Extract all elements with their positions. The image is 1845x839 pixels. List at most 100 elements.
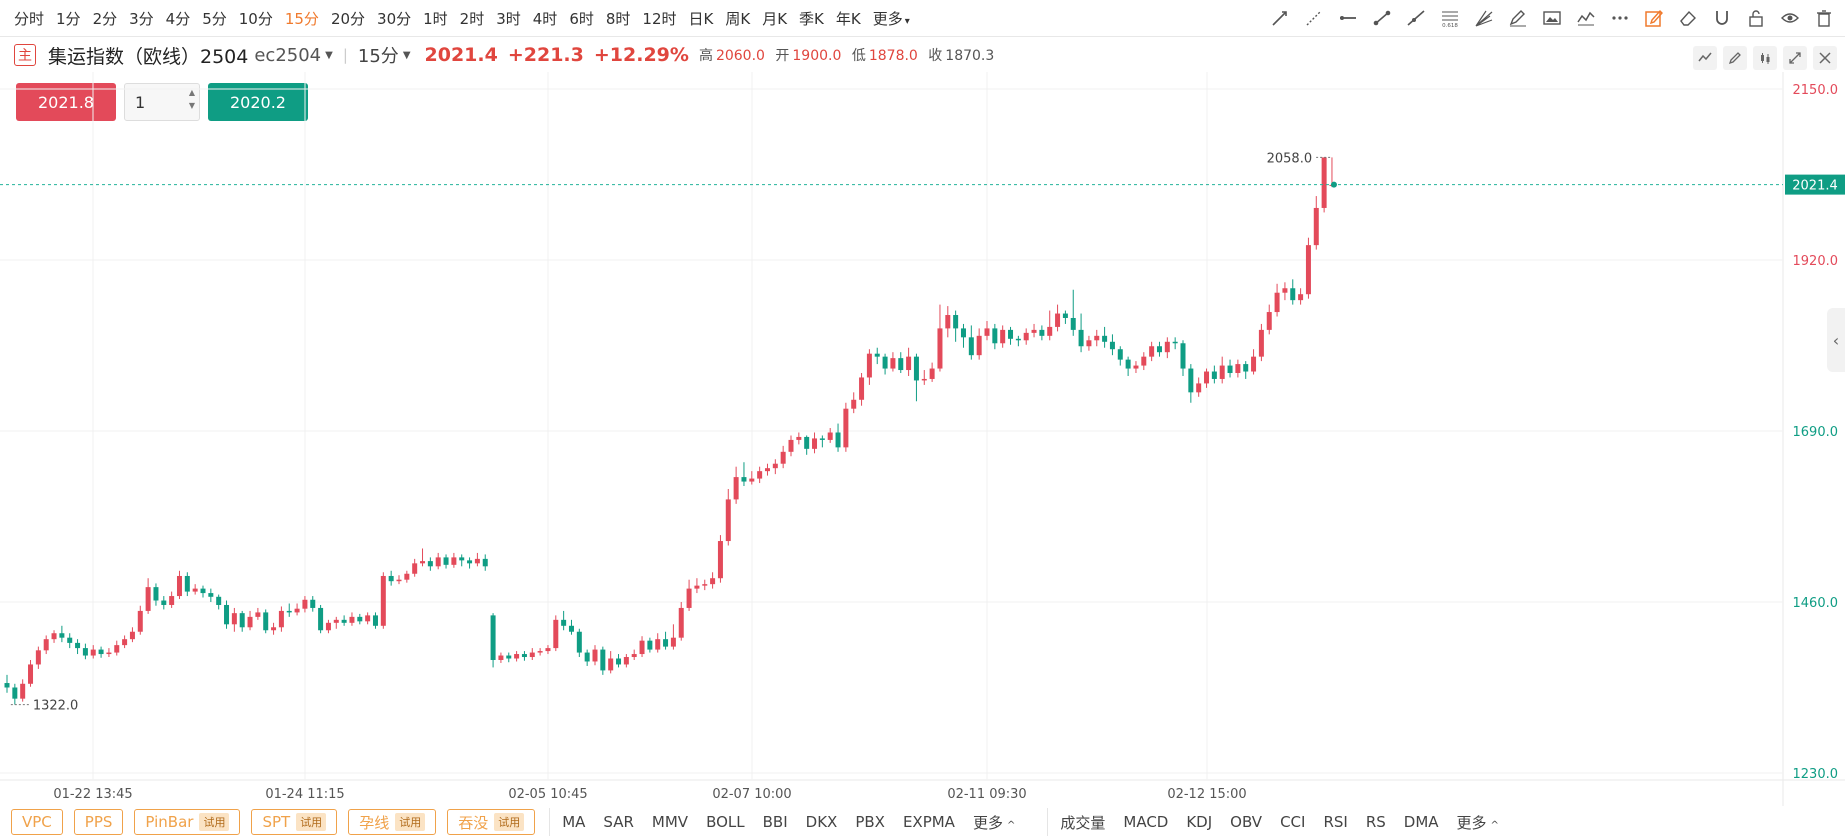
more-tool[interactable] [1603,1,1637,35]
period-15[interactable]: 8时 [605,9,631,28]
lock-tool[interactable] [1739,1,1773,35]
wave-tool[interactable] [1569,1,1603,35]
chart-type-button[interactable] [1693,46,1717,70]
period-14[interactable]: 6时 [569,9,594,28]
close-chart-button[interactable] [1813,46,1837,70]
period-17[interactable]: 日K [688,9,714,28]
period-5[interactable]: 5分 [202,9,227,28]
candle-body [882,356,888,369]
magnet-tool[interactable] [1705,1,1739,35]
period-21[interactable]: 年K [835,9,861,28]
candle-body [98,649,104,655]
main-indicator-bbi[interactable]: BBI [762,813,788,831]
image-tool[interactable] [1535,1,1569,35]
sub-indicator-obv[interactable]: OBV [1230,813,1263,831]
magnet-icon [1716,11,1728,25]
candle-body [82,648,88,656]
last-price-tag [1785,174,1845,195]
pattern-tag-1[interactable]: PPS [73,809,124,835]
brush-tool[interactable] [1501,1,1535,35]
stepper-arrows[interactable]: ▲ ▼ [189,88,195,110]
side-panel-toggle[interactable]: ‹ [1827,308,1845,372]
contract-name[interactable]: 集运指数（欧线）2504 [48,45,249,68]
pattern-tag-4[interactable]: 孕线 试用 [348,809,437,835]
period-16[interactable]: 12时 [642,9,677,28]
y-tick-label: 2150.0 [1793,83,1839,98]
sub-indicator-kdj[interactable]: KDJ [1186,813,1213,831]
extended-line-tool[interactable] [1399,1,1433,35]
image-icon [1543,11,1561,25]
period-0[interactable]: 分时 [14,9,45,28]
main-indicator-boll[interactable]: BOLL [706,813,745,831]
interval-selector[interactable]: 15分 [357,46,399,67]
contract-code[interactable]: ec2504 [254,44,322,66]
main-indicator-mmv[interactable]: MMV [651,813,689,831]
candle-body [835,432,841,448]
quantity-input[interactable] [125,91,185,113]
candle-body [310,599,316,608]
period-20[interactable]: 季K [799,9,824,28]
sub-indicator-more-button[interactable]: 更多 ^ [1456,813,1499,832]
pattern-tag-0[interactable]: VPC [11,809,63,835]
period-18[interactable]: 周K [725,9,751,28]
candle-body [1102,335,1108,342]
fibonacci-tool[interactable]: 0.618 [1433,1,1467,35]
period-3[interactable]: 3分 [129,9,154,28]
contract-dropdown-icon[interactable]: ▼ [325,49,333,61]
pattern-tag-5[interactable]: 吞没 试用 [447,809,536,835]
main-indicator-dkx[interactable]: DKX [805,813,838,831]
period-10[interactable]: 1时 [423,9,448,28]
eraser-tool[interactable] [1671,1,1705,35]
period-9[interactable]: 30分 [377,9,412,28]
period-2[interactable]: 2分 [92,9,118,28]
candle-body [35,650,41,665]
ray-icon [1306,10,1322,26]
sub-indicator-rsi[interactable]: RSI [1323,813,1348,831]
high-value: 2060.0 [715,48,765,64]
candle-body [992,328,998,344]
main-indicator-ma[interactable]: MA [562,813,586,831]
period-8[interactable]: 20分 [330,9,366,28]
candle-body [780,451,786,464]
main-indicator-more-button[interactable]: 更多 ^ [972,813,1016,832]
horizontal-line-tool[interactable] [1331,1,1365,35]
sub-indicator-cci[interactable]: CCI [1280,813,1306,831]
period-4[interactable]: 4分 [165,9,191,28]
main-indicator-sar[interactable]: SAR [603,813,634,831]
period-12[interactable]: 3时 [496,9,521,28]
ray-tool[interactable] [1297,1,1331,35]
draw-toggle-button[interactable] [1723,46,1747,70]
pattern-tag-3[interactable]: SPT 试用 [251,809,338,835]
main-indicator-expma[interactable]: EXPMA [902,813,955,831]
period-1[interactable]: 1分 [56,9,81,28]
increment-icon[interactable]: ▲ [188,88,195,97]
interval-dropdown-icon[interactable]: ▼ [402,49,411,61]
period-7[interactable]: 15分 [284,9,319,28]
period-19[interactable]: 月K [762,9,788,28]
period-list: 分时 1分 2分 3分 4分 5分 10分 15分 20分 30分 1时 2时 3时 4时 6时 8时 12时日… [0,8,916,29]
gann-fan-tool[interactable] [1467,1,1501,35]
sub-indicator-macd[interactable]: MACD [1123,813,1169,831]
candle-style-button[interactable] [1753,46,1777,70]
chevron-up-icon: ^ [1006,819,1016,831]
candle-body [796,436,802,440]
fullscreen-button[interactable] [1783,46,1807,70]
sub-indicator-成交量[interactable]: 成交量 [1060,813,1106,832]
sub-indicator-rs[interactable]: RS [1365,813,1386,831]
pattern-tag-2[interactable]: PinBar 试用 [134,809,241,835]
sub-indicator-dma[interactable]: DMA [1403,813,1439,831]
decrement-icon[interactable]: ▼ [188,101,195,110]
period-11[interactable]: 2时 [459,9,485,28]
period-6[interactable]: 10分 [238,9,273,28]
main-indicator-pbx[interactable]: PBX [855,813,885,831]
period-22[interactable]: 更多 ▾ [872,9,910,28]
candlestick-chart[interactable]: 2150.0 1920.0 1690.0 1460.0 1230.0 01-22 13:4… [0,72,1845,806]
trend-line-tool[interactable] [1263,1,1297,35]
eye-tool[interactable] [1773,1,1807,35]
candle-body [372,615,378,626]
segment-tool[interactable] [1365,1,1399,35]
period-13[interactable]: 4时 [532,9,558,28]
trash-tool[interactable] [1807,1,1841,35]
candle-body [1258,329,1264,357]
edit-mode-tool[interactable] [1637,1,1671,35]
